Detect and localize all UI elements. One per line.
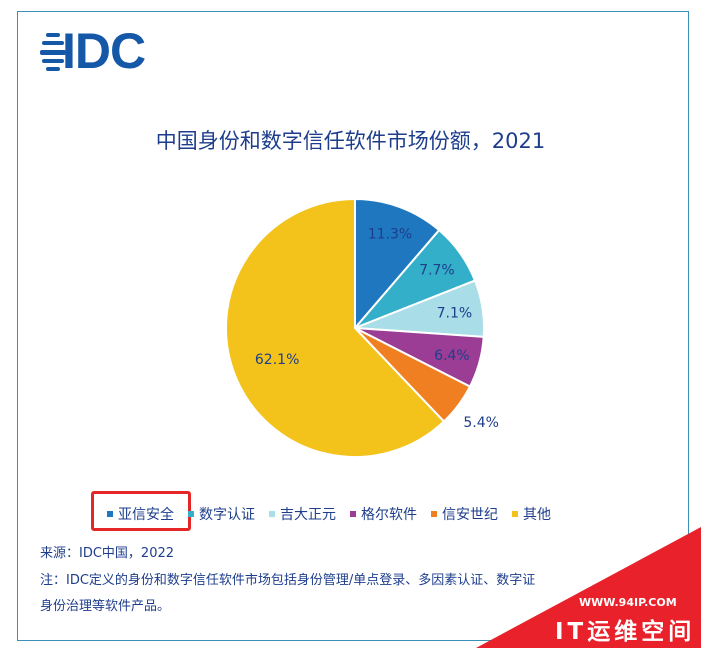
legend-label: 格尔软件 [361, 507, 417, 523]
pie-slice [354, 197, 441, 331]
legend-item: 格尔软件 [350, 504, 417, 524]
legend-item: 其他 [512, 504, 551, 524]
legend: 亚信安全 数字认证 吉大正元 格尔软件 信安世纪 其他 [107, 503, 551, 525]
chart-title: 中国身份和数字信任软件市场份额，2021 [155, 129, 546, 153]
legend-label: 数字认证 [199, 507, 255, 523]
legend-item: 信安世纪 [431, 504, 498, 524]
legend-swatch [350, 511, 356, 517]
legend-item: 吉大正元 [269, 504, 336, 524]
watermark-brand: IT运维空间 [555, 619, 696, 645]
legend-label: 吉大正元 [280, 507, 336, 523]
source-note: 来源：IDC中国，2022 [40, 546, 175, 561]
legend-item: 数字认证 [188, 504, 255, 524]
legend-swatch [512, 511, 518, 517]
pie-slice [225, 197, 446, 458]
slice-label: 7.1% [437, 306, 473, 322]
slice-label: 7.7% [419, 263, 455, 279]
slice-label: 6.4% [434, 348, 470, 364]
watermark-url: WWW.94IP.COM [579, 596, 677, 609]
definition-note: 注：IDC定义的身份和数字信任软件市场包括身份管理/单点登录、多因素认证、数字证 [40, 573, 536, 588]
idc-logo-text: IDC [62, 23, 146, 79]
legend-swatch [431, 511, 437, 517]
legend-swatch [107, 511, 113, 517]
legend-label: 信安世纪 [442, 507, 498, 523]
definition-note-continued: 身份治理等软件产品。 [40, 599, 171, 614]
legend-swatch [188, 511, 194, 517]
slice-label: 5.4% [463, 415, 499, 431]
slice-label: 11.3% [368, 227, 412, 243]
legend-label: 亚信安全 [118, 507, 174, 523]
legend-item: 亚信安全 [107, 504, 174, 524]
legend-label: 其他 [523, 507, 551, 523]
slice-label: 62.1% [255, 352, 299, 368]
legend-swatch [269, 511, 275, 517]
idc-logo-mark [40, 33, 66, 71]
